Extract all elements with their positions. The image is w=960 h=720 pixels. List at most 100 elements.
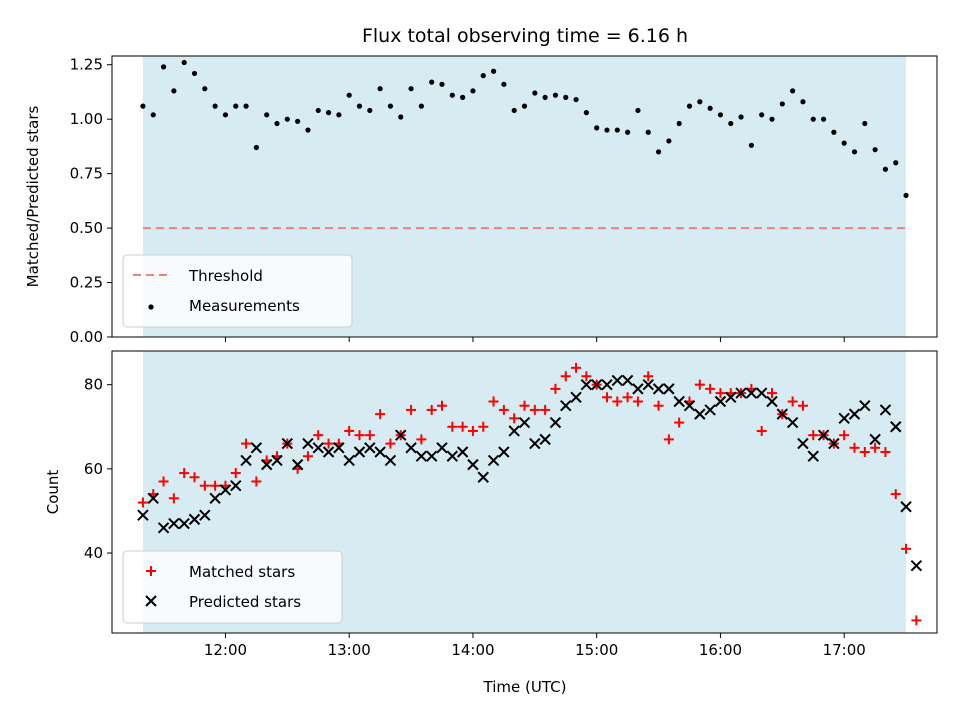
measurement-point	[274, 120, 280, 127]
predicted-star-point	[384, 454, 397, 467]
x-tick-label: 16:00	[699, 641, 742, 659]
measurement-point	[872, 147, 878, 153]
predicted-star-point	[157, 522, 170, 534]
measurement-point	[408, 86, 414, 92]
measurement-point	[222, 112, 229, 118]
measurement-point	[655, 149, 662, 155]
predicted-star-point	[590, 378, 603, 391]
predicted-star-point	[694, 408, 706, 420]
predicted-star-point	[137, 509, 149, 521]
measurement-point	[851, 149, 858, 155]
legend-box	[122, 254, 353, 328]
predicted-star-point	[518, 416, 531, 429]
matched-star-point	[674, 417, 685, 428]
matched-star-point	[313, 430, 324, 441]
predicted-star-point	[910, 559, 923, 572]
matched-star-point	[189, 472, 200, 483]
predicted-star-point	[477, 471, 489, 483]
measurement-point	[573, 96, 579, 103]
predicted-star-point	[291, 458, 304, 471]
predicted-star-point	[456, 446, 469, 458]
predicted-star-point	[425, 450, 438, 462]
y-tick-label: 0.50	[70, 219, 103, 237]
matched-star-point	[509, 413, 520, 424]
measurement-point	[181, 59, 187, 66]
legend-box	[122, 550, 343, 624]
measurement-point	[676, 120, 682, 127]
measurement-point	[501, 81, 507, 87]
measurement-point	[635, 107, 641, 114]
measurement-point	[264, 112, 270, 118]
matched-star-point	[643, 371, 654, 382]
top-y-axis-label: Matched/Predicted stars	[24, 106, 42, 288]
measurement-point	[831, 129, 837, 135]
matched-star-point	[137, 497, 148, 508]
measurement-point	[645, 129, 651, 135]
matched-star-point	[859, 447, 870, 458]
predicted-star-point	[333, 442, 345, 454]
legend-label: Matched stars	[189, 563, 295, 581]
matched-star-point	[478, 421, 489, 432]
measurement-point	[717, 112, 724, 118]
predicted-star-point	[786, 416, 799, 429]
measurement-point	[748, 142, 754, 148]
legend-label: Measurements	[189, 297, 300, 315]
predicted-star-point	[415, 450, 428, 462]
measurement-point	[521, 103, 528, 109]
matched-star-point	[406, 404, 417, 415]
predicted-star-point	[632, 383, 644, 395]
measurement-point	[202, 86, 208, 92]
bottom-panel: 40 60 80 12:00 13:00 14:00 15:00 16:00 17:00 Matc…	[84, 350, 938, 659]
measurement-point	[625, 129, 631, 135]
matched-star-point	[168, 493, 179, 504]
measurement-point	[552, 92, 559, 98]
predicted-star-point	[281, 437, 294, 450]
predicted-star-point	[539, 433, 551, 446]
predicted-star-point	[405, 442, 417, 454]
measurement-point	[449, 92, 455, 98]
matched-star-point	[302, 451, 313, 462]
matched-star-point	[602, 392, 612, 403]
predicted-star-point	[848, 408, 861, 420]
x-tick-label: 15:00	[575, 641, 618, 659]
predicted-star-point	[168, 517, 180, 530]
measurement-point	[295, 118, 301, 124]
measurement-point	[470, 88, 476, 94]
y-tick-label: 0.00	[70, 328, 103, 346]
matched-star-point	[787, 396, 798, 407]
legend-label: Threshold	[188, 267, 263, 285]
predicted-star-point	[529, 437, 541, 450]
legend: Threshold Measurements	[122, 254, 353, 328]
legend-measurements-swatch	[148, 304, 154, 310]
matched-star-point	[653, 400, 664, 411]
predicted-star-point	[642, 378, 654, 391]
predicted-star-point	[312, 442, 324, 454]
measurement-point	[614, 127, 620, 133]
predicted-star-point	[601, 378, 613, 391]
bottom-y-axis-label: Count	[44, 470, 62, 515]
matched-star-point	[870, 442, 881, 453]
predicted-star-point	[549, 416, 562, 429]
matched-star-point	[663, 434, 674, 445]
matched-star-point	[488, 396, 499, 407]
axes-frame	[111, 350, 938, 634]
matched-star-point	[581, 371, 592, 382]
predicted-star-point	[498, 446, 510, 458]
predicted-star-point	[219, 484, 232, 496]
predicted-star-point	[838, 412, 850, 425]
matched-star-point	[694, 379, 705, 390]
measurement-point	[490, 68, 497, 74]
matched-star-point	[550, 383, 561, 394]
predicted-star-point	[230, 479, 242, 492]
measurement-point	[212, 103, 218, 109]
matched-star-point	[230, 468, 241, 479]
measurement-point	[418, 103, 424, 109]
measurement-point	[284, 116, 290, 122]
measurement-point	[882, 166, 889, 172]
predicted-star-point	[199, 509, 211, 521]
matched-star-point	[447, 421, 458, 432]
measurement-point	[160, 64, 167, 70]
legend-predicted-swatch	[145, 595, 157, 607]
measurement-point	[563, 94, 569, 100]
predicted-star-point	[446, 450, 459, 462]
